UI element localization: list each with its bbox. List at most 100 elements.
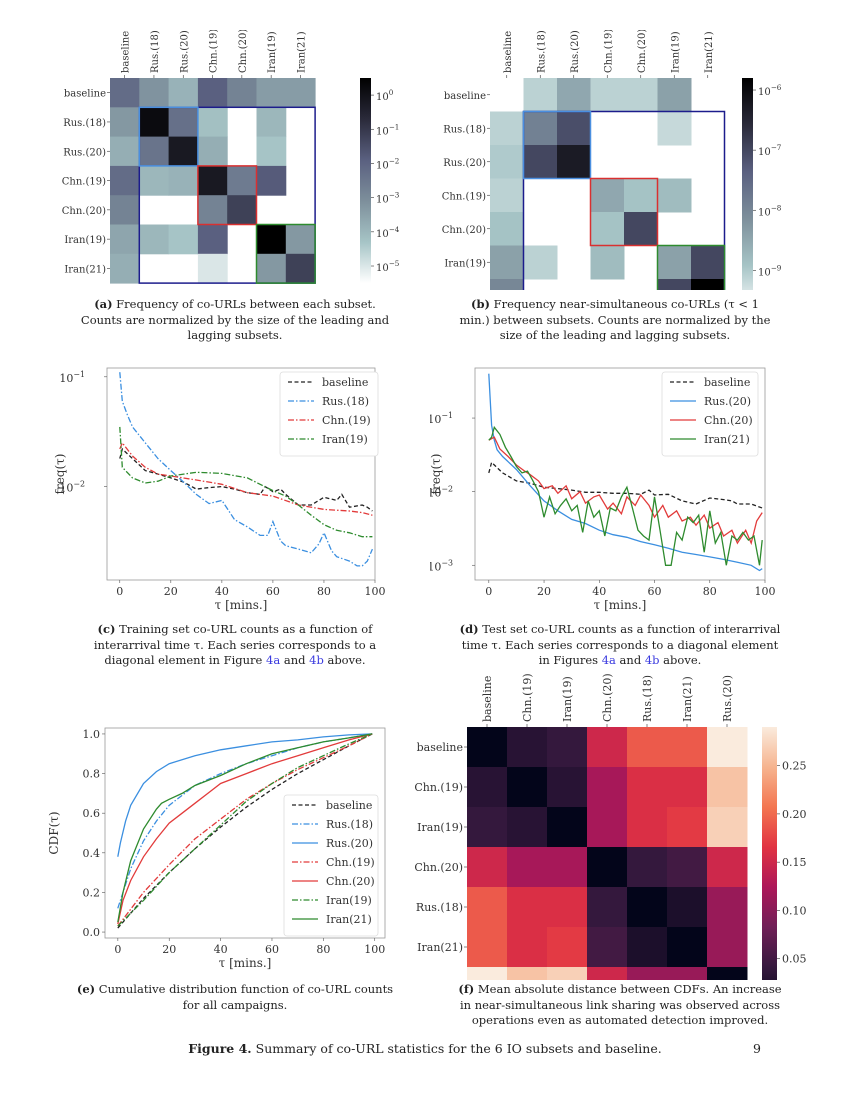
heatmap-cell (624, 78, 658, 112)
heatmap-cell (657, 178, 692, 213)
heatmap-cell (467, 727, 508, 768)
heatmap-cell (657, 78, 692, 112)
caption-e: (e) Cumulative distribution function of … (70, 982, 400, 1013)
heatmap-cell (168, 224, 199, 255)
heatmap-cell (256, 165, 287, 196)
heatmap-cell (256, 78, 287, 108)
heatmap-cell (707, 967, 748, 980)
heatmap-cell (587, 967, 628, 980)
heatmap-cell (168, 78, 199, 108)
legend-label: Rus.(20) (704, 395, 751, 408)
heatmap-cell (667, 807, 708, 848)
row-label: Iran(21) (64, 264, 106, 275)
legend-label: Iran(19) (326, 894, 372, 907)
column-label: Rus.(20) (570, 30, 581, 73)
heatmap-cell (467, 807, 508, 848)
y-axis-label: CDF(τ) (47, 811, 61, 854)
heatmap-cell (197, 107, 228, 138)
heatmap-cell (657, 279, 692, 290)
series-line-baseline (119, 447, 373, 512)
heatmap-cell (227, 165, 257, 196)
heatmap-cell (624, 178, 658, 213)
legend-box (279, 371, 379, 457)
series-line-chn20 (488, 436, 763, 546)
figure-ref-4a[interactable]: 4a (601, 653, 616, 667)
heatmap-cell (667, 927, 708, 968)
figure-ref-4b[interactable]: 4b (644, 653, 660, 667)
group-box-iran (255, 223, 316, 284)
heatmap-cell (110, 107, 140, 138)
colorbar-tick-label: 0.10 (782, 904, 807, 917)
heatmap-cell (547, 727, 588, 768)
heatmap-cell (627, 847, 668, 888)
legend-label: Chn.(20) (704, 414, 753, 427)
x-tick-label: 60 (265, 943, 279, 956)
row-label: Chn.(20) (62, 206, 106, 217)
colorbar (360, 78, 371, 284)
legend-label: baseline (326, 799, 372, 812)
series-line-iran21 (488, 425, 763, 566)
heatmap-cell (590, 245, 625, 280)
heatmap-cell (627, 807, 668, 848)
y-tick-label: 0.4 (83, 847, 101, 860)
heatmap-cell (667, 727, 708, 768)
caption-f-text: Mean absolute distance between CDFs. An … (459, 982, 782, 1027)
y-axis-label: freq(τ) (430, 454, 443, 495)
heatmap-cell (490, 279, 524, 290)
heatmap-cell (557, 78, 591, 112)
column-label: Rus.(18) (536, 30, 547, 73)
row-label: Chn.(19) (442, 191, 486, 202)
legend-label: Iran(19) (322, 433, 368, 446)
heatmap-cell (110, 165, 140, 196)
x-tick-label: 0 (116, 585, 123, 598)
heatmap-cell (507, 967, 548, 980)
heatmap-cell (256, 136, 287, 167)
heatmap-f: baseline Chn.(19) Iran(19) Chn.(20) Rus.(18)… (414, 673, 807, 980)
row-label: Rus.(18) (443, 124, 486, 135)
heatmap-cell (627, 927, 668, 968)
heatmap-cell (523, 111, 558, 146)
heatmap-cell (285, 253, 316, 284)
heatmap-cell (507, 847, 548, 888)
legend-label: Iran(21) (326, 913, 372, 926)
heatmap-cell (110, 253, 140, 284)
heatmap-cell (197, 195, 228, 225)
heatmap-cell (557, 111, 591, 146)
group-box-iran (656, 244, 726, 290)
legend-label: baseline (322, 376, 368, 389)
heatmap-cell (707, 807, 748, 848)
legend-label: Rus.(18) (326, 818, 373, 831)
x-axis-label: τ [mins.] (215, 598, 268, 612)
heatmap-cell (590, 178, 625, 213)
heatmap-cell (490, 212, 524, 246)
tick-label: 10−2 (376, 156, 399, 171)
caption-e-label: (e) (76, 982, 96, 996)
x-tick-label: 40 (592, 585, 606, 598)
group-box-all (138, 106, 316, 284)
heatmap-cell (168, 165, 199, 196)
y-tick-label: 0.2 (83, 886, 101, 899)
column-label: Iran(19) (267, 31, 278, 73)
heatmap-cell (523, 245, 558, 280)
series-line-chn19 (117, 733, 373, 927)
figure-ref-4b[interactable]: 4b (309, 653, 324, 667)
heatmap-cell (467, 967, 508, 980)
row-label: Chn.(19) (414, 781, 463, 794)
figure-ref-4a[interactable]: 4a (266, 653, 281, 667)
heatmap-cell (667, 887, 708, 928)
heatmap-cell (590, 78, 625, 112)
tick-label: 10−7 (758, 143, 782, 158)
caption-b: (b) Frequency near-simultaneous co-URLs … (455, 297, 775, 344)
row-label: Chn.(20) (414, 861, 463, 874)
tick-label: 10−1 (430, 411, 453, 426)
column-label: Rus.(18) (641, 675, 654, 722)
heatmap-cell (256, 107, 287, 138)
column-label: Rus.(18) (150, 30, 161, 73)
row-label: Iran(19) (444, 258, 486, 269)
x-tick-label: 0 (485, 585, 492, 598)
heatmap-cell (168, 136, 199, 167)
x-tick-label: 20 (164, 585, 178, 598)
heatmap-cell (467, 927, 508, 968)
y-tick-label: 0.8 (83, 768, 101, 781)
caption-f-label: (f) (458, 982, 475, 996)
